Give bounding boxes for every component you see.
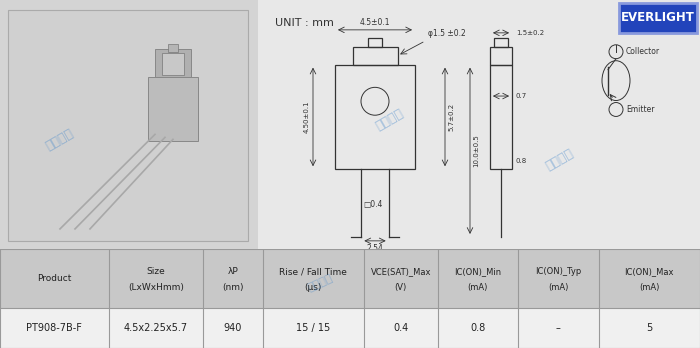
Text: (mA): (mA) — [548, 283, 568, 292]
Text: EVERLIGHT: EVERLIGHT — [621, 11, 695, 24]
Text: 超毅电子: 超毅电子 — [306, 273, 334, 293]
Text: 5.7±0.2: 5.7±0.2 — [448, 103, 454, 131]
Bar — [490, 47, 512, 65]
Text: 5: 5 — [646, 323, 652, 333]
Bar — [368, 38, 382, 47]
Text: Rise / Fall Time: Rise / Fall Time — [279, 267, 347, 276]
Text: Product: Product — [37, 274, 71, 283]
Text: Size: Size — [146, 267, 165, 276]
Text: PT908-7B-F: PT908-7B-F — [27, 323, 82, 333]
Text: Collector: Collector — [626, 47, 660, 56]
Bar — [494, 38, 508, 47]
Text: (mA): (mA) — [639, 283, 659, 292]
Text: VCE(SAT)_Max: VCE(SAT)_Max — [370, 267, 431, 276]
Text: IC(ON)_Min: IC(ON)_Min — [454, 267, 501, 276]
Text: (μs): (μs) — [304, 283, 322, 292]
Text: 940: 940 — [223, 323, 242, 333]
Text: IC(ON)_Typ: IC(ON)_Typ — [535, 267, 582, 276]
FancyBboxPatch shape — [619, 3, 697, 33]
Text: 4.5±0.1: 4.5±0.1 — [360, 18, 391, 27]
Bar — [353, 47, 398, 65]
Text: –: – — [556, 323, 561, 333]
Text: 10.0±0.5: 10.0±0.5 — [473, 134, 479, 167]
Bar — [162, 53, 184, 75]
Text: Emitter: Emitter — [626, 105, 655, 114]
Text: 0.4: 0.4 — [393, 323, 408, 333]
Bar — [155, 49, 191, 77]
Bar — [0, 308, 700, 348]
Bar — [148, 77, 198, 141]
Text: 15 / 15: 15 / 15 — [296, 323, 330, 333]
Text: (mA): (mA) — [468, 283, 488, 292]
Text: (V): (V) — [395, 283, 407, 292]
Text: 2.54: 2.54 — [367, 244, 384, 253]
Text: (LxWxHmm): (LxWxHmm) — [128, 283, 183, 292]
Text: UNIT : mm: UNIT : mm — [275, 18, 334, 28]
Text: 超毅电子: 超毅电子 — [544, 146, 576, 172]
Bar — [335, 65, 415, 169]
Text: λP: λP — [228, 267, 238, 276]
Text: 0.8: 0.8 — [516, 158, 527, 164]
Text: 0.8: 0.8 — [470, 323, 485, 333]
Text: 1.5±0.2: 1.5±0.2 — [516, 30, 544, 36]
Bar — [8, 10, 248, 241]
Text: (nm): (nm) — [222, 283, 244, 292]
Bar — [0, 249, 700, 308]
Bar — [168, 44, 178, 52]
Text: φ1.5 ±0.2: φ1.5 ±0.2 — [428, 29, 466, 38]
Text: 超毅电子: 超毅电子 — [374, 106, 406, 133]
Bar — [490, 65, 512, 169]
Text: □0.4: □0.4 — [363, 200, 383, 209]
Text: 4.5x2.25x5.7: 4.5x2.25x5.7 — [124, 323, 188, 333]
Bar — [0, 0, 258, 249]
Text: IC(ON)_Max: IC(ON)_Max — [624, 267, 674, 276]
Text: 4.50±0.1: 4.50±0.1 — [304, 101, 310, 133]
Text: 超毅电子: 超毅电子 — [44, 126, 76, 152]
Text: 0.7: 0.7 — [516, 93, 527, 99]
